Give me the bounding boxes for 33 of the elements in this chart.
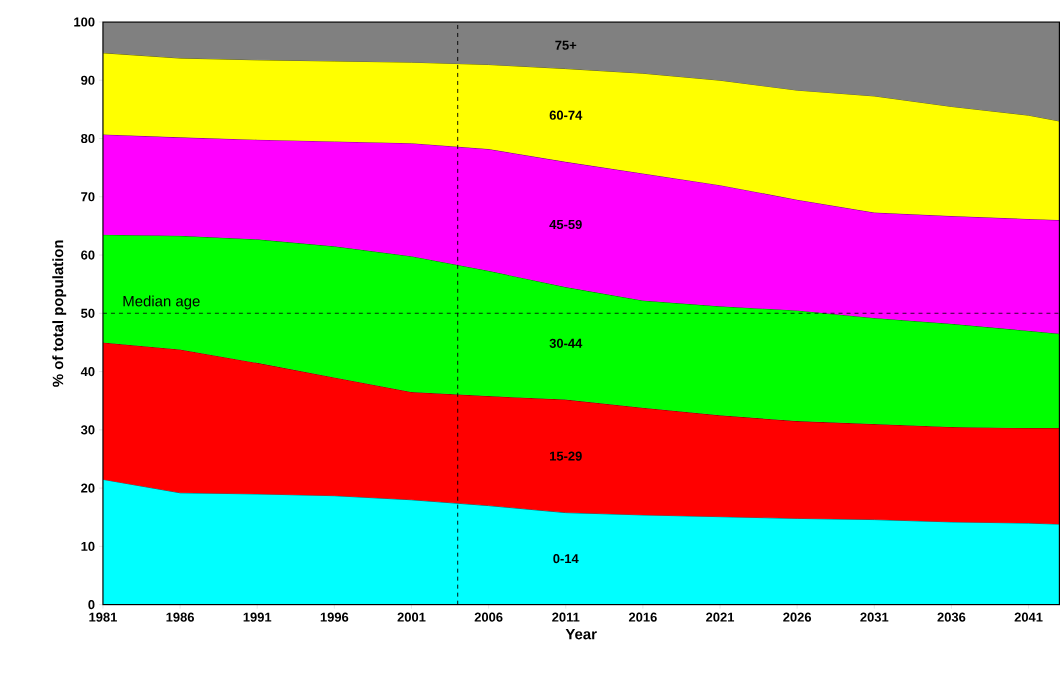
x-tick-label: 2026 [783,612,812,622]
x-tick-label: 2001 [397,612,426,622]
y-tick-label: 40 [80,367,95,377]
y-tick-label: 0 [88,600,95,610]
y-tick-label: 50 [81,308,95,319]
y-tick-label: 70 [81,192,95,202]
x-tick-label: 2011 [552,612,580,622]
x-tick-label: 1981 [89,612,117,622]
series-label: 45-59 [549,220,582,230]
ref-line-label: Median age [123,295,200,310]
y-tick-label: 100 [74,17,95,27]
x-tick-label: 1991 [243,612,272,622]
y-tick-label: 90 [81,75,95,86]
x-tick-label: 2016 [628,612,657,622]
x-tick-label: 2021 [706,612,735,622]
y-tick-label: 10 [81,541,95,552]
y-tick-label: 30 [80,425,95,435]
x-tick-label: 2036 [937,612,966,622]
x-tick-label: 2041 [1014,612,1043,622]
series-label: 15-29 [550,451,582,461]
y-tick-label: 60 [81,250,95,260]
series-label: 30-44 [549,338,583,349]
x-axis-title: Year [565,629,597,640]
y-axis-title: % of total population [52,240,67,387]
x-tick-label: 1996 [320,612,349,622]
y-tick-label: 20 [81,483,95,493]
series-label: 60-74 [549,110,583,120]
x-tick-label: 2006 [474,612,503,622]
series-label: 0-14 [553,554,579,564]
series-label: 75+ [555,40,577,50]
x-tick-label: 1986 [166,612,194,622]
x-tick-label: 2031 [860,612,889,622]
y-tick-label: 80 [81,134,95,144]
